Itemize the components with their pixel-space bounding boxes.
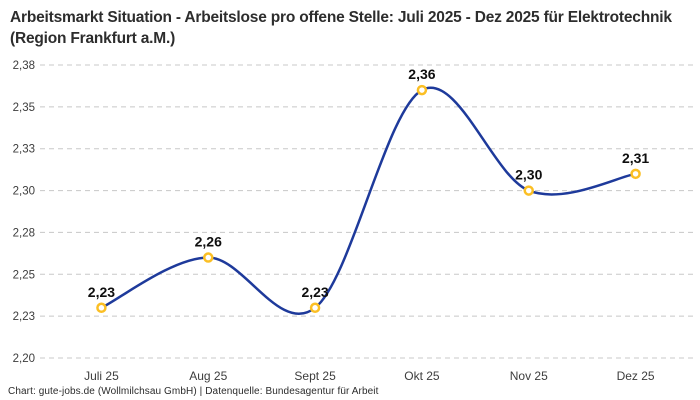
data-point-label: 2,26 (195, 234, 222, 250)
y-axis-tick-label: 2,38 (13, 60, 35, 72)
data-point-marker (630, 168, 641, 180)
x-axis-tick-label: Okt 25 (404, 369, 440, 383)
data-point-marker (203, 252, 214, 263)
chart-title: Arbeitsmarkt Situation - Arbeitslose pro… (10, 9, 672, 47)
data-point-label: 2,31 (622, 150, 649, 166)
data-point-marker (96, 302, 107, 314)
y-axis-tick-label: 2,28 (13, 227, 35, 239)
data-point-label: 2,36 (408, 66, 435, 82)
series-line (100, 86, 637, 316)
data-point-marker (309, 302, 321, 314)
data-point-label: 2,23 (88, 284, 115, 300)
line-chart: 2,38 2,35 2,33 2,30 2,28 2,25 2,23 2,20 Juli 25 A… (13, 60, 696, 383)
data-point-marker (523, 185, 534, 196)
y-axis-tick-label: 2,33 (13, 144, 35, 156)
x-axis-tick-label: Juli 25 (84, 369, 119, 383)
y-axis-tick-label: 2,35 (13, 102, 35, 114)
data-point-label: 2,30 (515, 167, 542, 183)
y-axis-tick-label: 2,23 (13, 311, 35, 323)
x-axis-tick-label: Sept 25 (294, 369, 336, 383)
data-point-marker (416, 84, 428, 96)
x-axis-tick-label: Aug 25 (189, 369, 227, 383)
x-axis-tick-label: Dez 25 (617, 369, 655, 383)
data-point-label: 2,23 (301, 284, 328, 300)
chart-footer: Chart: gute-jobs.de (Wollmilchsau GmbH) … (8, 386, 379, 397)
y-axis-tick-label: 2,30 (13, 186, 35, 198)
y-axis-tick-label: 2,20 (13, 353, 35, 365)
y-axis-tick-label: 2,25 (13, 269, 35, 281)
x-axis-tick-label: Nov 25 (510, 369, 548, 383)
